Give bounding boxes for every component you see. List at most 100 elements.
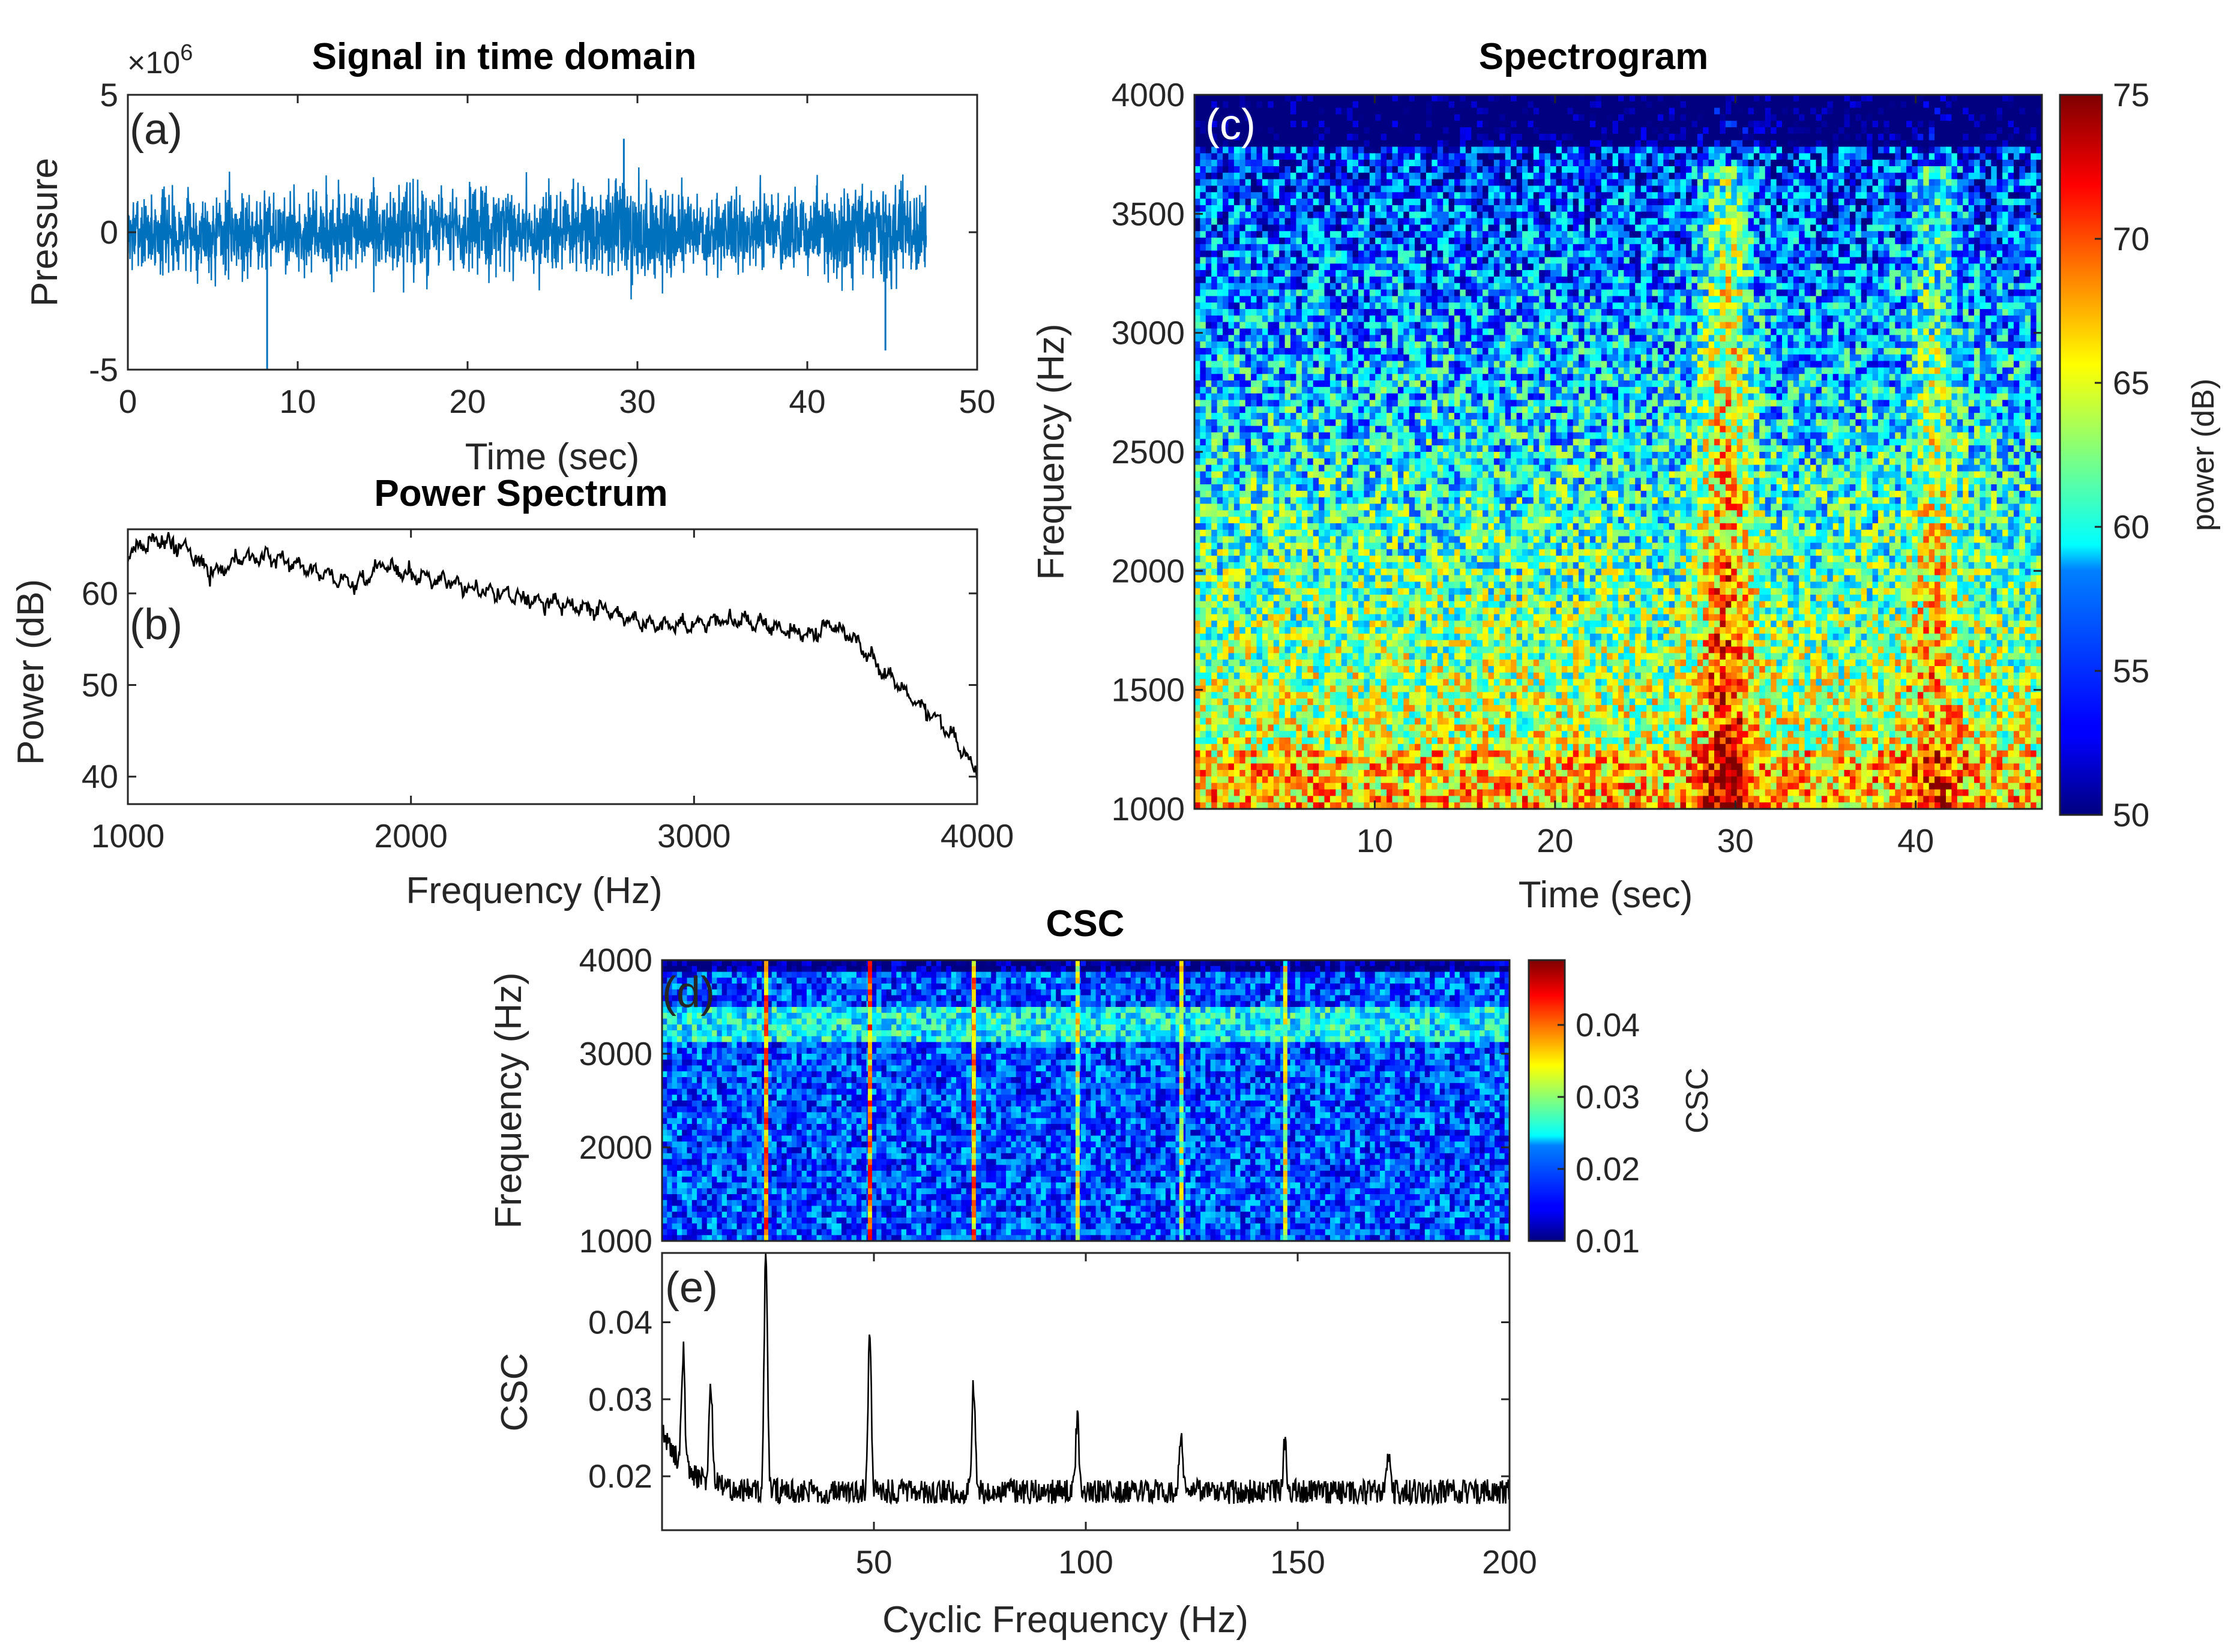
spectrogram-cell: [1816, 290, 1822, 297]
spectrogram-cell: [1652, 121, 1658, 128]
spectrogram-cell: [1669, 277, 1675, 284]
spectrogram-cell: [1471, 108, 1477, 115]
spectrogram-cell: [1285, 244, 1291, 251]
spectrogram-cell: [1511, 251, 1517, 258]
spectrogram-cell: [1370, 127, 1376, 134]
spectrogram-cell: [2014, 218, 2020, 226]
spectrogram-cell: [2025, 147, 2031, 154]
spectrogram-cell: [1793, 199, 1799, 206]
spectrogram-cell: [1765, 95, 1771, 102]
spectrogram-cell: [1381, 121, 1387, 128]
spectrogram-cell: [1816, 270, 1822, 277]
spectrogram-cell: [1409, 101, 1415, 109]
spectrogram-cell: [1742, 101, 1748, 109]
spectrogram-cell: [1217, 186, 1223, 193]
spectrogram-cell: [1460, 153, 1466, 160]
spectrogram-cell: [1562, 95, 1568, 102]
spectrogram-cell: [1268, 173, 1274, 180]
spectrogram-cell: [1567, 270, 1573, 277]
spectrogram-cell: [1511, 199, 1517, 206]
spectrogram-cell: [1251, 277, 1257, 284]
x-tick-label: 30: [619, 383, 655, 420]
spectrogram-cell: [1974, 95, 1980, 102]
spectrogram-cell: [1635, 251, 1641, 258]
spectrogram-cell: [1810, 160, 1816, 167]
spectrogram-cell: [2025, 205, 2031, 212]
spectrogram-cell: [1375, 251, 1381, 258]
spectrogram-cell: [1777, 173, 1783, 180]
spectrogram-cell: [1229, 166, 1235, 173]
spectrogram-cell: [1257, 127, 1263, 134]
spectrogram-cell: [1370, 121, 1376, 128]
spectrogram-cell: [1929, 290, 1935, 297]
spectrogram-cell: [1980, 166, 1986, 173]
spectrogram-cell: [1844, 290, 1850, 297]
spectrogram-cell: [2019, 218, 2025, 226]
spectrogram-cell: [1398, 244, 1404, 251]
spectrogram-cell: [1483, 179, 1489, 187]
spectrogram-cell: [1471, 270, 1477, 277]
panel-b-plot-area: [128, 532, 977, 781]
spectrogram-cell: [1720, 257, 1726, 265]
spectrogram-cell: [1335, 186, 1341, 193]
spectrogram-cell: [1912, 108, 1918, 115]
spectrogram-cell: [1290, 283, 1296, 290]
spectrogram-cell: [1325, 257, 1331, 265]
spectrogram-cell: [1341, 263, 1347, 271]
spectrogram-cell: [1274, 277, 1280, 284]
spectrogram-cell: [1585, 263, 1591, 271]
spectrogram-cell: [1822, 290, 1828, 297]
spectrogram-cell: [1335, 218, 1341, 226]
spectrogram-cell: [1929, 218, 1935, 226]
spectrogram-cell: [1421, 263, 1427, 271]
spectrogram-cell: [1325, 95, 1331, 102]
spectrogram-cell: [1364, 270, 1370, 277]
spectrogram-cell: [1912, 263, 1918, 271]
spectrogram-cell: [1268, 205, 1274, 212]
spectrogram-cell: [1556, 121, 1562, 128]
spectrogram-cell: [1957, 101, 1963, 109]
spectrogram-cell: [1489, 95, 1495, 102]
spectrogram-cell: [1595, 140, 1601, 148]
spectrogram-cell: [1285, 186, 1291, 193]
spectrogram-cell: [2008, 290, 2014, 297]
spectrogram-cell: [1590, 302, 1596, 310]
spectrogram-cell: [1319, 283, 1325, 290]
spectrogram-cell: [1980, 224, 1986, 232]
spectrogram-cell: [1223, 263, 1229, 271]
spectrogram-cell: [1556, 95, 1562, 102]
spectrogram-cell: [1477, 212, 1483, 219]
spectrogram-cell: [1330, 290, 1336, 297]
spectrogram-cell: [1601, 166, 1607, 173]
spectrogram-cell: [1290, 251, 1296, 258]
spectrogram-cell: [1613, 127, 1619, 134]
spectrogram-cell: [1895, 134, 1901, 141]
spectrogram-cell: [1257, 108, 1263, 115]
spectrogram-cell: [1906, 121, 1912, 128]
spectrogram-cell: [1325, 121, 1331, 128]
spectrogram-cell: [1793, 134, 1799, 141]
spectrogram-cell: [1386, 251, 1392, 258]
spectrogram-cell: [1262, 140, 1268, 148]
spectrogram-cell: [1850, 160, 1856, 167]
spectrogram-cell: [1443, 101, 1449, 109]
spectrogram-cell: [1771, 270, 1777, 277]
spectrogram-cell: [1449, 186, 1455, 193]
spectrogram-cell: [1522, 302, 1528, 310]
spectrogram-cell: [1663, 263, 1669, 271]
spectrogram-cell: [1539, 147, 1545, 154]
spectrogram-cell: [1409, 231, 1415, 238]
spectrogram-cell: [1940, 101, 1946, 109]
spectrogram-cell: [1607, 231, 1613, 238]
spectrogram-cell: [1375, 127, 1381, 134]
spectrogram-cell: [1669, 205, 1675, 212]
spectrogram-cell: [1618, 101, 1624, 109]
spectrogram-cell: [1624, 283, 1630, 290]
spectrogram-cell: [1285, 95, 1291, 102]
spectrogram-cell: [2019, 179, 2025, 187]
spectrogram-cell: [1618, 302, 1624, 310]
spectrogram-cell: [1562, 244, 1568, 251]
spectrogram-cell: [1765, 231, 1771, 238]
spectrogram-cell: [1618, 270, 1624, 277]
spectrogram-cell: [1335, 231, 1341, 238]
